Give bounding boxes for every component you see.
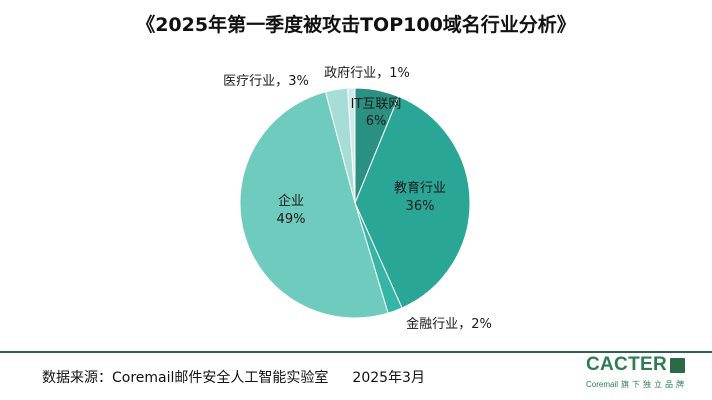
slice-label-it-internet-name: IT互联网	[351, 97, 402, 112]
slice-label-education-value: 36%	[406, 199, 435, 214]
slice-label-government-separator: ，	[376, 66, 389, 81]
publish-date: 2025年3月	[352, 370, 425, 386]
slice-label-education-name: 教育行业	[394, 180, 446, 196]
slice-label-it-internet-value: 6%	[366, 114, 387, 129]
footer-source-line: 数据来源：Coremail邮件安全人工智能实验室 2025年3月	[42, 368, 425, 388]
pie-slice-enterprise	[239, 91, 389, 319]
slice-label-government: 政府行业，1%	[324, 66, 410, 81]
slice-label-enterprise-name: 企业	[278, 193, 304, 209]
slice-label-medical-value: 3%	[288, 74, 309, 89]
cacter-logo: CACTER Coremail 旗下独立品牌	[586, 354, 698, 391]
slice-label-government-value: 1%	[389, 66, 410, 81]
slice-label-finance-value: 2%	[471, 317, 492, 332]
logo-brand: Coremail	[586, 380, 619, 389]
logo-wordmark: CACTER	[586, 354, 667, 375]
slice-label-medical: 医疗行业，3%	[223, 74, 309, 89]
logo-tagline: Coremail 旗下独立品牌	[586, 379, 698, 391]
slice-label-enterprise-value: 49%	[277, 212, 306, 227]
data-source-text: 数据来源：Coremail邮件安全人工智能实验室	[42, 370, 329, 386]
chart-title: 《2025年第一季度被攻击TOP100域名行业分析》	[136, 14, 576, 36]
logo-wordmark-row: CACTER	[586, 354, 698, 376]
logo-tagline-text: 旗下独立品牌	[621, 380, 688, 389]
slice-label-medical-name: 医疗行业	[223, 74, 275, 89]
slice-label-finance-separator: ，	[458, 317, 471, 332]
slice-label-medical-separator: ，	[275, 74, 288, 89]
slice-label-government-name: 政府行业	[324, 66, 376, 81]
pie-slice-government	[347, 87, 356, 204]
pie-slices	[239, 87, 471, 319]
footer-divider	[0, 351, 712, 353]
logo-mark-icon	[669, 357, 685, 373]
slice-label-finance-name: 金融行业	[406, 316, 458, 332]
pie-slice-education	[354, 95, 471, 309]
slice-label-finance: 金融行业，2%	[406, 316, 492, 332]
